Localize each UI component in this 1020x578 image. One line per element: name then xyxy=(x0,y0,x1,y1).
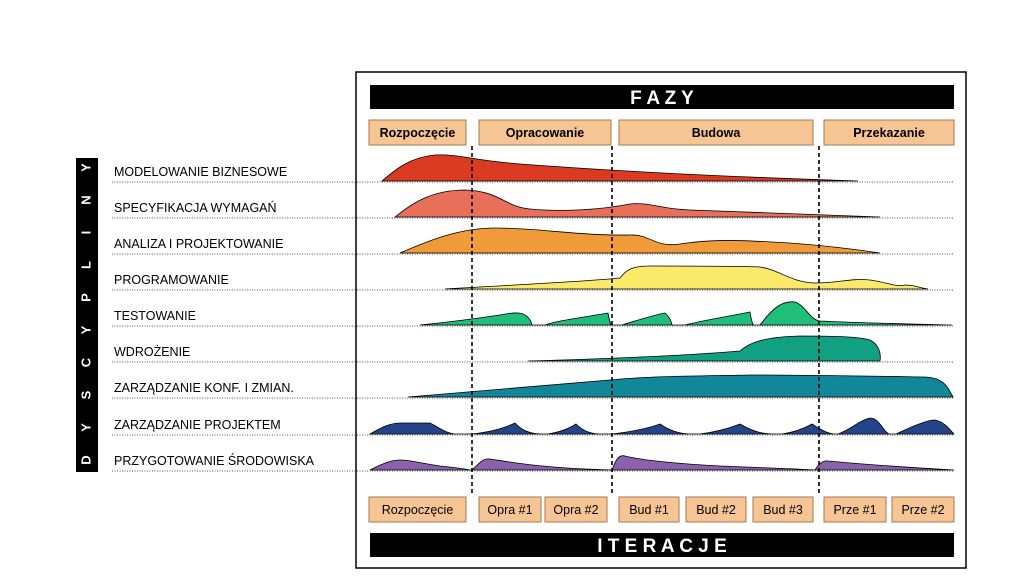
iterations-title: I T E R A C J E xyxy=(597,536,727,557)
iterations-footer-bar xyxy=(370,533,954,557)
iteration-box-2 xyxy=(478,496,542,523)
side-title-letter: P xyxy=(78,293,93,302)
phase-label-rozpoczecie: Rozpoczęcie xyxy=(380,126,456,140)
phase-box-rozpoczecie xyxy=(368,119,467,146)
phase-box-przekazanie xyxy=(823,119,955,146)
discipline-label-specyfikacja: SPECYFIKACJA WYMAGAŃ xyxy=(114,200,277,215)
side-title-letter: Y xyxy=(78,423,93,432)
phase-label-budowa: Budowa xyxy=(692,126,742,140)
hump-specyfikacja xyxy=(393,189,881,218)
iteration-boxes: Rozpoczęcie Opra #1 Opra #2 Bud #1 Bud #… xyxy=(368,496,955,523)
discipline-label-konfiguracja: ZARZĄDZANIE KONF. I ZMIAN. xyxy=(114,381,294,395)
iteration-label-6: Bud #3 xyxy=(763,503,803,517)
side-title-letter: D xyxy=(78,455,93,464)
disciplines-side-bar xyxy=(76,158,98,472)
hump-programowanie xyxy=(444,265,929,290)
discipline-humps xyxy=(368,154,955,471)
hump-projekt xyxy=(368,417,955,435)
discipline-label-programowanie: PROGRAMOWANIE xyxy=(114,273,229,287)
iteration-label-2: Opra #1 xyxy=(487,503,532,517)
iteration-label-3: Opra #2 xyxy=(553,503,598,517)
iteration-label-4: Bud #1 xyxy=(629,503,669,517)
phase-boxes: Rozpoczęcie Opracowanie Budowa Przekazan… xyxy=(368,119,955,146)
hump-srodowisko xyxy=(369,455,955,471)
discipline-label-srodowisko: PRZYGOTOWANIE ŚRODOWISKA xyxy=(114,453,315,468)
phase-box-budowa xyxy=(618,119,814,146)
discipline-label-analiza: ANALIZA I PROJEKTOWANIE xyxy=(114,237,283,251)
iteration-label-5: Bud #2 xyxy=(696,503,736,517)
iteration-label-7: Prze #1 xyxy=(833,503,876,517)
discipline-labels: MODELOWANIE BIZNESOWE SPECYFIKACJA WYMAG… xyxy=(114,165,315,468)
iteration-box-4 xyxy=(618,496,680,523)
hump-konfiguracja xyxy=(407,374,954,398)
discipline-label-projekt: ZARZĄDZANIE PROJEKTEM xyxy=(114,418,281,432)
side-title-letter: L xyxy=(78,261,93,269)
discipline-label-testowanie: TESTOWANIE xyxy=(114,309,196,323)
phase-label-przekazanie: Przekazanie xyxy=(853,126,925,140)
hump-wdrozenie xyxy=(527,335,881,362)
side-title-letter: Y xyxy=(78,163,93,172)
side-title-letter: S xyxy=(78,390,93,399)
iteration-box-3 xyxy=(544,496,608,523)
iteration-box-6 xyxy=(752,496,814,523)
iteration-box-5 xyxy=(685,496,747,523)
phases-header-bar xyxy=(370,85,954,109)
side-title-letter: I xyxy=(78,231,93,235)
iteration-box-7 xyxy=(823,496,887,523)
discipline-baselines xyxy=(112,181,954,472)
side-title-letter: N xyxy=(78,195,93,204)
hump-testowanie xyxy=(419,301,953,326)
iteration-label-8: Prze #2 xyxy=(901,503,944,517)
disciplines-side-title: D Y S C Y P L I N Y xyxy=(78,163,93,465)
iteration-box-8 xyxy=(891,496,955,523)
iteration-label-1: Rozpoczęcie xyxy=(382,503,454,517)
phase-boundaries xyxy=(471,146,820,495)
iteration-box-1 xyxy=(368,496,467,523)
side-title-letter: C xyxy=(78,357,93,367)
hump-modelowanie xyxy=(380,154,859,182)
phases-title: F A Z Y xyxy=(630,88,694,109)
side-title-letter: Y xyxy=(78,325,93,334)
phase-box-opracowanie xyxy=(478,119,612,146)
phase-label-opracowanie: Opracowanie xyxy=(506,126,585,140)
discipline-label-wdrozenie: WDROŻENIE xyxy=(114,345,190,359)
hump-analiza xyxy=(399,227,881,254)
discipline-label-modelowanie: MODELOWANIE BIZNESOWE xyxy=(114,165,287,179)
